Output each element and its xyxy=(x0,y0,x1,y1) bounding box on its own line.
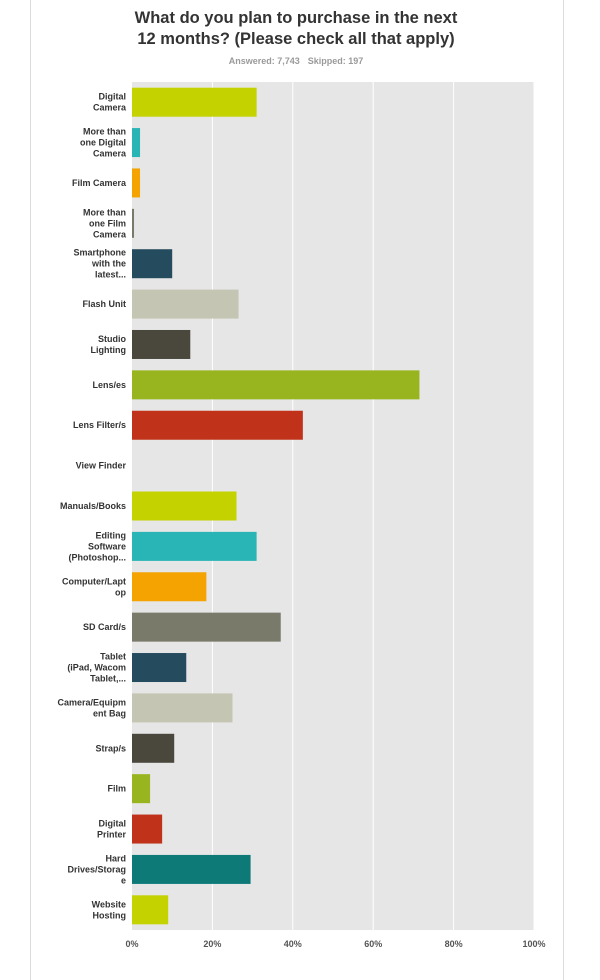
category-label: with the xyxy=(91,259,126,269)
category-label: View Finder xyxy=(76,461,127,471)
chart-title-line1: What do you plan to purchase in the next xyxy=(134,9,458,27)
bar xyxy=(132,895,169,925)
bar xyxy=(132,612,281,642)
category-label: Camera xyxy=(93,149,127,159)
category-label: Film xyxy=(107,784,126,794)
category-label: Lighting xyxy=(91,345,127,355)
category-label: one Film xyxy=(89,218,126,228)
bar xyxy=(132,410,303,440)
category-label: Studio xyxy=(98,334,126,344)
category-label: Smartphone xyxy=(73,248,126,258)
category-label: (iPad, Wacom xyxy=(67,663,126,673)
category-label: one Digital xyxy=(80,138,126,148)
category-label: Editing xyxy=(96,530,127,540)
bar xyxy=(132,693,233,723)
category-label: Computer/Lapt xyxy=(62,576,126,586)
category-label: Tablet xyxy=(100,652,126,662)
category-label: Digital xyxy=(98,92,126,102)
category-label: Camera xyxy=(93,229,127,239)
category-label: SD Card/s xyxy=(83,622,126,632)
x-tick-label: 60% xyxy=(364,939,382,949)
bar xyxy=(132,774,151,804)
category-label: ent Bag xyxy=(93,708,126,718)
category-label: Camera/Equipm xyxy=(57,697,126,707)
category-label: Digital xyxy=(98,819,126,829)
bar xyxy=(132,370,420,400)
grid-lines xyxy=(211,82,535,930)
x-axis-ticks: 0% 20% 40% 60% 80% 100% xyxy=(125,939,545,949)
category-label: Strap/s xyxy=(95,743,126,753)
bar xyxy=(132,531,257,561)
category-label: Film Camera xyxy=(72,178,127,188)
category-label: Camera xyxy=(93,103,127,113)
chart-title: What do you plan to purchase in the next… xyxy=(30,8,562,50)
response-stats: Answered: 7,743 Skipped: 197 xyxy=(30,56,562,66)
category-label: Hosting xyxy=(93,910,127,920)
category-label: More than xyxy=(83,127,126,137)
category-label: Manuals/Books xyxy=(60,501,126,511)
category-label: More than xyxy=(83,207,126,217)
bar xyxy=(132,208,135,238)
skipped-count: Skipped: 197 xyxy=(307,56,364,66)
category-label: Lens Filter/s xyxy=(73,420,126,430)
bar xyxy=(132,168,141,198)
x-tick-label: 80% xyxy=(445,939,463,949)
category-label: Website xyxy=(92,899,126,909)
bar xyxy=(132,653,187,683)
answered-count: Answered: 7,743 xyxy=(228,56,300,66)
category-label: Software xyxy=(88,541,126,551)
bar xyxy=(132,329,191,359)
survey-panel xyxy=(30,0,564,980)
bar xyxy=(132,733,175,763)
x-tick-label: 40% xyxy=(284,939,302,949)
x-tick-label: 20% xyxy=(203,939,221,949)
category-label: Printer xyxy=(97,830,127,840)
chart-title-line2: 12 months? (Please check all that apply) xyxy=(137,30,455,48)
bar xyxy=(132,814,163,844)
bar xyxy=(132,249,173,279)
bar xyxy=(132,87,257,117)
category-label: Drives/Storag xyxy=(67,864,126,874)
bar xyxy=(132,289,239,319)
category-label: Flash Unit xyxy=(82,299,126,309)
bar xyxy=(132,491,237,521)
bar xyxy=(132,854,251,884)
category-label: Lens/es xyxy=(92,380,126,390)
category-label: (Photoshop... xyxy=(69,552,127,562)
x-tick-label: 100% xyxy=(522,939,545,949)
category-label: latest... xyxy=(95,270,126,280)
category-label: op xyxy=(115,587,126,597)
bar xyxy=(132,128,141,158)
bar xyxy=(132,572,207,602)
category-label: Hard xyxy=(105,853,126,863)
x-tick-label: 0% xyxy=(125,939,138,949)
category-label: Tablet,... xyxy=(90,674,126,684)
category-label: e xyxy=(121,875,126,885)
bars xyxy=(132,87,420,925)
